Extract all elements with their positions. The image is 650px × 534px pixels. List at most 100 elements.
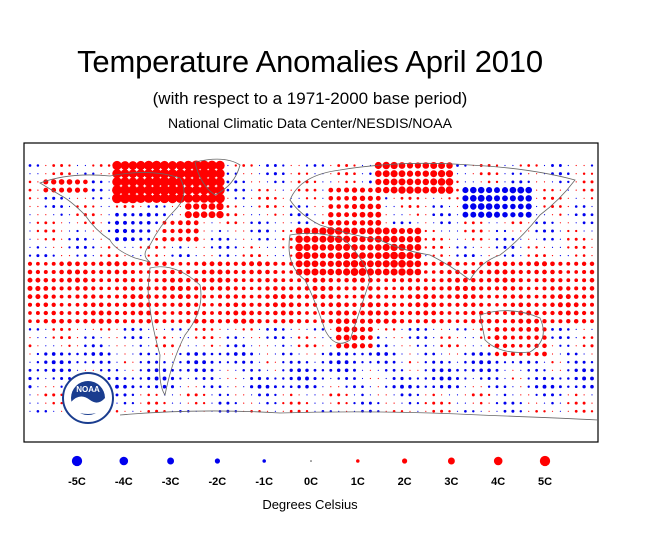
anomaly-dot	[517, 186, 525, 194]
anomaly-dot	[567, 246, 570, 249]
anomaly-dot	[84, 361, 87, 364]
anomaly-dot	[455, 376, 460, 381]
anomaly-dot	[567, 172, 570, 175]
anomaly-dot	[202, 377, 206, 380]
anomaly-dot	[146, 318, 151, 324]
anomaly-dot	[29, 410, 31, 412]
anomaly-dot	[414, 244, 422, 251]
anomaly-dot	[520, 246, 522, 248]
anomaly-dot	[384, 278, 389, 283]
anomaly-dot	[266, 361, 269, 364]
anomaly-dot	[455, 311, 460, 315]
anomaly-dot	[534, 302, 539, 307]
anomaly-dot	[115, 205, 119, 208]
anomaly-dot	[243, 214, 245, 216]
anomaly-dot	[567, 164, 569, 167]
anomaly-dot	[107, 294, 111, 299]
anomaly-dot	[297, 278, 302, 283]
anomaly-dot	[43, 261, 48, 266]
anomaly-dot	[139, 344, 143, 348]
anomaly-dot	[289, 278, 294, 283]
anomaly-dot	[392, 328, 396, 331]
anomaly-dot	[75, 311, 80, 315]
anomaly-dot	[567, 377, 570, 380]
anomaly-dot	[29, 230, 31, 232]
anomaly-dot	[131, 336, 135, 340]
anomaly-dot	[455, 277, 460, 283]
anomaly-dot	[369, 394, 371, 396]
anomaly-dot	[84, 344, 87, 348]
anomaly-dot	[400, 221, 404, 225]
anomaly-dot	[448, 410, 451, 413]
anomaly-dot	[250, 360, 254, 364]
anomaly-dot	[424, 369, 427, 372]
anomaly-dot	[115, 384, 119, 389]
coastline-layer	[39, 158, 599, 421]
anomaly-dot	[441, 353, 443, 355]
anomaly-dot	[297, 213, 301, 217]
anomaly-dot	[74, 269, 81, 275]
anomaly-dot	[462, 195, 469, 202]
anomaly-dot	[227, 164, 229, 167]
anomaly-dot	[297, 336, 301, 339]
anomaly-dot	[384, 344, 388, 348]
anomaly-dot	[416, 393, 420, 397]
anomaly-dot	[441, 197, 443, 199]
anomaly-dot	[329, 360, 333, 364]
anomaly-dot	[37, 173, 39, 175]
anomaly-dot	[159, 193, 170, 204]
anomaly-dot	[215, 168, 225, 179]
anomaly-dot	[519, 172, 522, 175]
anomaly-dot	[234, 180, 238, 184]
anomaly-dot	[122, 261, 128, 267]
anomaly-dot	[218, 229, 222, 233]
anomaly-dot	[44, 254, 48, 258]
anomaly-dot	[512, 230, 514, 232]
anomaly-dot	[518, 294, 523, 299]
anomaly-dot	[226, 221, 230, 225]
anomaly-dot	[305, 376, 309, 381]
anomaly-dot	[439, 376, 444, 381]
anomaly-dot	[329, 368, 333, 372]
anomaly-dot	[35, 269, 41, 275]
anomaly-dot	[112, 185, 122, 196]
anomaly-dot	[290, 337, 292, 339]
anomaly-dot	[84, 237, 87, 241]
anomaly-dot	[374, 260, 382, 268]
anomaly-dot	[400, 286, 404, 291]
anomaly-dot	[273, 164, 277, 167]
anomaly-dot	[589, 286, 595, 291]
anomaly-dot	[408, 384, 412, 389]
anomaly-dot	[368, 401, 372, 405]
anomaly-dot	[503, 409, 507, 413]
anomaly-dot	[201, 277, 207, 283]
anomaly-dot	[266, 172, 269, 176]
anomaly-dot	[202, 327, 206, 331]
anomaly-dot	[186, 352, 190, 356]
anomaly-dot	[290, 181, 292, 183]
anomaly-dot	[559, 377, 562, 380]
anomaly-dot	[518, 352, 523, 356]
anomaly-dot	[464, 409, 467, 413]
anomaly-dot	[266, 237, 269, 241]
anomaly-dot	[107, 377, 111, 380]
anomaly-dot	[504, 369, 506, 371]
anomaly-dot	[154, 385, 159, 389]
anomaly-dot	[535, 368, 539, 372]
anomaly-dot	[408, 377, 412, 380]
anomaly-dot	[376, 278, 381, 283]
anomaly-dot	[343, 334, 350, 341]
anomaly-dot	[130, 302, 136, 308]
anomaly-dot	[361, 173, 364, 175]
anomaly-dot	[74, 179, 81, 185]
anomaly-dot	[162, 228, 167, 234]
anomaly-dot	[520, 394, 522, 396]
anomaly-dot	[511, 377, 515, 380]
anomaly-dot	[422, 170, 430, 177]
anomaly-dot	[352, 294, 357, 299]
anomaly-dot	[462, 187, 469, 194]
coast-africa	[288, 232, 371, 344]
anomaly-dot	[314, 394, 316, 396]
anomaly-dot	[567, 229, 570, 233]
anomaly-dot	[202, 294, 206, 299]
